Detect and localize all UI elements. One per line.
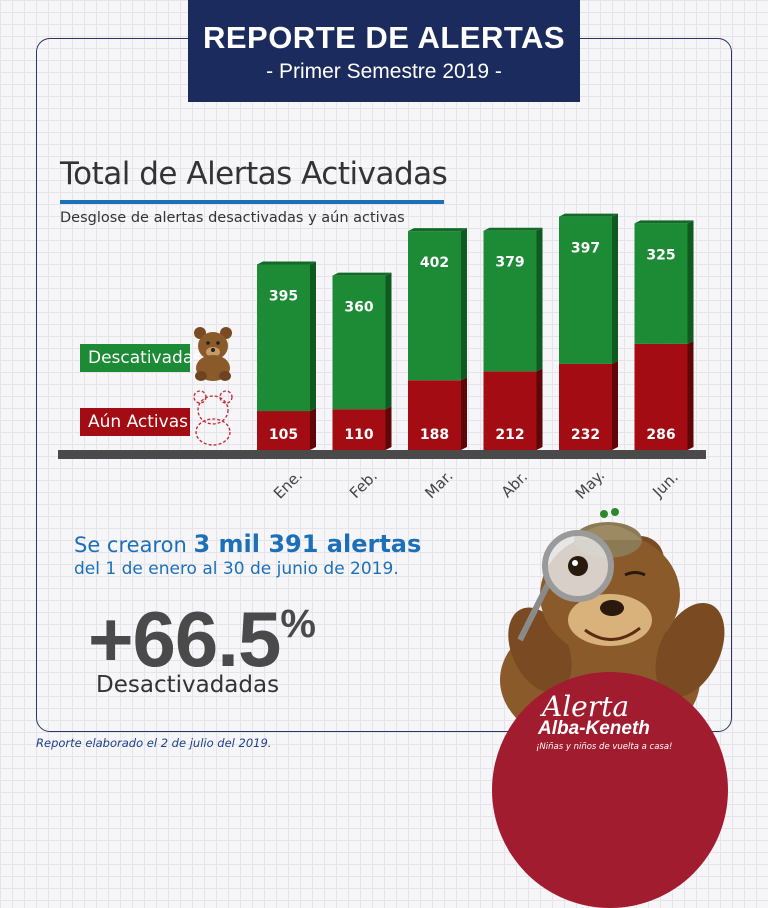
legend-deactivated-label: Descativadas — [88, 348, 203, 368]
bar-side-active — [536, 368, 543, 450]
stat-value: +66.5% — [88, 594, 316, 685]
data-label-active: 188 — [420, 427, 449, 443]
bar-segment-deactivated — [408, 231, 461, 381]
legend-active-label: Aún Activas — [88, 412, 188, 432]
data-label-active: 286 — [646, 427, 675, 443]
chart-subtitle: Desglose de alertas desactivadas y aún a… — [60, 210, 405, 226]
data-label-deactivated: 379 — [495, 255, 524, 271]
stacked-bar-chart: 395105Ene.360110Feb.402188Mar.379212Abr.… — [58, 213, 706, 503]
bar-side-deactivated — [687, 220, 694, 344]
data-label-deactivated: 360 — [344, 300, 373, 316]
bear-outline-icon — [193, 390, 233, 446]
bar-side-active — [461, 377, 467, 450]
chart-baseline — [58, 450, 706, 459]
data-label-deactivated: 325 — [646, 247, 675, 263]
bar-top — [257, 261, 316, 265]
header-banner: REPORTE DE ALERTAS - Primer Semestre 201… — [188, 0, 580, 102]
bar-side-deactivated — [536, 227, 543, 372]
bar-side-active — [687, 340, 694, 450]
data-label-active: 232 — [571, 427, 600, 443]
report-title: REPORTE DE ALERTAS — [202, 20, 566, 55]
legend-active: Aún Activas — [80, 408, 190, 436]
bar-side-deactivated — [385, 272, 392, 410]
logo-tagline: ¡Niñas y niños de vuelta a casa! — [536, 742, 673, 752]
bar-segment-active — [408, 380, 461, 450]
bar-top — [332, 272, 392, 276]
bar-top — [634, 220, 694, 224]
bar-top — [408, 228, 467, 232]
bar-segment-active — [634, 343, 688, 450]
bar-segment-deactivated — [559, 216, 612, 364]
data-label-active: 212 — [495, 427, 524, 443]
bar-side-deactivated — [461, 228, 467, 381]
stat-unit: % — [280, 602, 316, 646]
stat-number: +66.5 — [88, 595, 281, 683]
bar-side-active — [310, 408, 316, 450]
bar-side-active — [612, 360, 618, 450]
bar-segment-deactivated — [634, 223, 688, 344]
summary-line-2: del 1 de enero al 30 de junio de 2019. — [74, 559, 399, 579]
summary-line-1: Se crearon 3 mil 391 alertas — [74, 530, 421, 558]
logo-line-1: Alerta — [542, 690, 630, 723]
chart-title: Total de Alertas Activadas — [60, 156, 448, 192]
bar-segment-active — [257, 411, 310, 450]
report-subtitle: - Primer Semestre 2019 - — [266, 60, 502, 83]
bar-segment-deactivated — [332, 275, 386, 410]
bar-segment-deactivated — [257, 264, 310, 412]
bar-side-active — [385, 406, 392, 450]
bar-top — [483, 227, 543, 231]
bar-segment-deactivated — [483, 230, 537, 372]
bar-side-deactivated — [310, 261, 316, 412]
data-label-deactivated: 395 — [269, 289, 298, 305]
data-label-deactivated: 402 — [420, 255, 449, 271]
data-label-active: 105 — [269, 427, 298, 443]
summary-prefix: Se crearon — [74, 533, 187, 557]
bar-segment-active — [483, 371, 537, 450]
bar-top — [559, 213, 618, 217]
footer-note: Reporte elaborado el 2 de julio del 2019… — [36, 736, 272, 750]
bar-segment-active — [559, 363, 612, 450]
logo-line-2: Alba-Keneth — [538, 718, 650, 739]
stat-label: Desactivadadas — [96, 672, 280, 698]
bar-side-deactivated — [612, 213, 618, 364]
legend-deactivated: Descativadas — [80, 344, 202, 372]
detective-bear-illustration — [500, 508, 725, 750]
teddy-bear-icon — [194, 327, 232, 381]
bar-segment-active — [332, 409, 386, 450]
title-underline — [60, 200, 444, 204]
data-label-active: 110 — [344, 427, 373, 443]
summary-highlight: 3 mil 391 alertas — [193, 530, 422, 558]
data-label-deactivated: 397 — [571, 241, 600, 257]
